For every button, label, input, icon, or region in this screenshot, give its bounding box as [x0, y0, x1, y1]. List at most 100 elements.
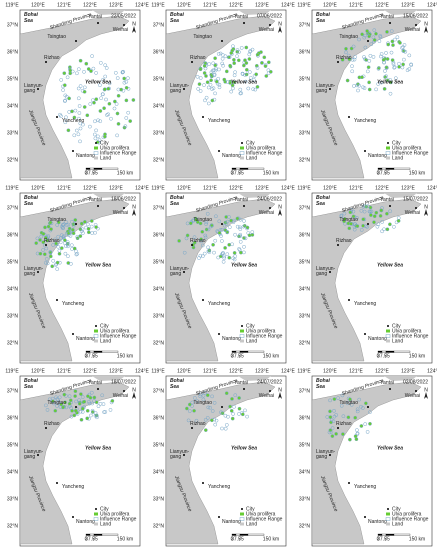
scale-label: 0 — [377, 353, 380, 359]
legend-swatch — [240, 146, 244, 150]
ulva-patch — [393, 37, 397, 42]
legend-swatch — [387, 508, 389, 510]
ulva-patch — [90, 54, 94, 58]
ulva-patch — [350, 64, 354, 69]
ulva-patch — [206, 227, 211, 232]
legend-swatch — [387, 142, 389, 144]
legend-label: City — [392, 140, 401, 146]
legend-label: City — [100, 140, 109, 146]
city-label: Yantai — [88, 380, 102, 386]
ulva-patch — [332, 397, 337, 401]
city-dot — [37, 271, 39, 273]
lat-tick-label: 36°N — [299, 49, 311, 55]
ulva-patch — [89, 390, 94, 395]
ulva-patch — [342, 211, 347, 216]
city-label: Nantong — [368, 153, 387, 159]
ulva-patch — [356, 88, 360, 93]
legend-label: City — [392, 506, 401, 512]
ulva-patch — [251, 87, 256, 92]
city-label: Weihai — [405, 393, 420, 399]
ulva-patch — [237, 50, 241, 54]
north-arrow-shape — [278, 26, 282, 33]
lon-tick-label: 120°E — [31, 185, 45, 191]
ulva-patch — [89, 224, 94, 229]
ulva-patch — [232, 57, 236, 62]
lat-tick-label: 37°N — [7, 22, 19, 28]
ulva-patch — [328, 415, 333, 419]
scale-bar — [85, 350, 91, 353]
ulva-patch — [218, 254, 223, 259]
ulva-patch — [361, 223, 365, 228]
ulva-patch — [375, 224, 380, 229]
city-dot — [221, 40, 223, 42]
ulva-patch — [407, 53, 412, 58]
ulva-patch — [210, 87, 214, 91]
lat-tick-label: 32°N — [7, 157, 19, 163]
ulva-patch — [55, 404, 59, 408]
ulva-patch — [82, 89, 87, 94]
ulva-patch — [365, 69, 370, 74]
city-label: Yancheng — [354, 484, 376, 490]
ulva-patch — [216, 52, 221, 56]
scale-bar — [101, 167, 119, 170]
ulva-patch — [229, 51, 234, 55]
ulva-patch — [224, 423, 229, 427]
legend-swatch — [385, 151, 391, 155]
scale-bar — [393, 350, 411, 353]
ulva-patch — [243, 408, 247, 413]
lon-tick-label: 124°E — [281, 2, 295, 8]
ulva-patch — [90, 408, 95, 413]
north-arrow-shape — [132, 392, 136, 399]
lat-tick-label: 33°N — [7, 313, 19, 319]
ulva-patch — [382, 87, 387, 91]
scale-bar — [89, 533, 95, 536]
lon-tick-label: 122°E — [229, 2, 243, 8]
ulva-patch — [53, 408, 58, 413]
yellow-sea-label: Yellow Sea — [85, 445, 111, 451]
scale-label: 150 km — [117, 170, 133, 176]
ulva-patch — [349, 207, 354, 212]
land-north — [92, 193, 125, 198]
ulva-patch — [78, 121, 83, 126]
ulva-patch — [353, 55, 358, 59]
lat-tick-label: 32°N — [299, 157, 311, 163]
ulva-patch — [42, 252, 47, 257]
scale-bar — [231, 167, 237, 170]
ulva-patch — [89, 219, 94, 223]
scale-label: 37.5 — [85, 170, 95, 176]
ulva-patch — [379, 52, 384, 56]
ulva-patch — [38, 251, 43, 256]
ulva-patch — [222, 77, 227, 82]
ulva-patch — [238, 217, 243, 222]
lon-tick-label: 120°E — [177, 2, 191, 8]
ulva-patch — [103, 63, 108, 68]
ulva-patch — [398, 41, 402, 45]
bohai-label: Bohai Sea — [24, 195, 39, 207]
ulva-patch — [264, 74, 269, 78]
city-dot — [75, 223, 77, 225]
legend-label: Land — [246, 521, 257, 527]
legend-label: Influence Range — [392, 333, 429, 339]
ulva-patch — [365, 29, 369, 33]
yellow-sea-label: Yellow Sea — [231, 79, 257, 85]
ulva-patch — [351, 44, 356, 49]
ulva-patch — [225, 80, 230, 84]
ulva-patch — [97, 138, 102, 142]
ulva-patch — [80, 395, 85, 399]
ulva-patch — [372, 28, 377, 33]
ulva-patch — [71, 231, 76, 236]
ulva-patch — [56, 220, 61, 225]
ulva-patch — [223, 54, 228, 59]
scale-bar — [377, 350, 383, 353]
lat-tick-label: 35°N — [299, 76, 311, 82]
city-label: Yantai — [380, 380, 394, 386]
ulva-patch — [34, 241, 39, 245]
ulva-patch — [85, 408, 90, 413]
city-dot — [37, 88, 39, 90]
ulva-patch — [344, 46, 348, 51]
city-dot — [45, 427, 47, 429]
land-north — [384, 193, 417, 198]
map-panel: 119°E 120°E 121°E 122°E 123°E 124°E 37°N 36°N 35… — [297, 2, 437, 181]
ulva-patch — [78, 409, 83, 414]
ulva-patch — [383, 75, 387, 79]
